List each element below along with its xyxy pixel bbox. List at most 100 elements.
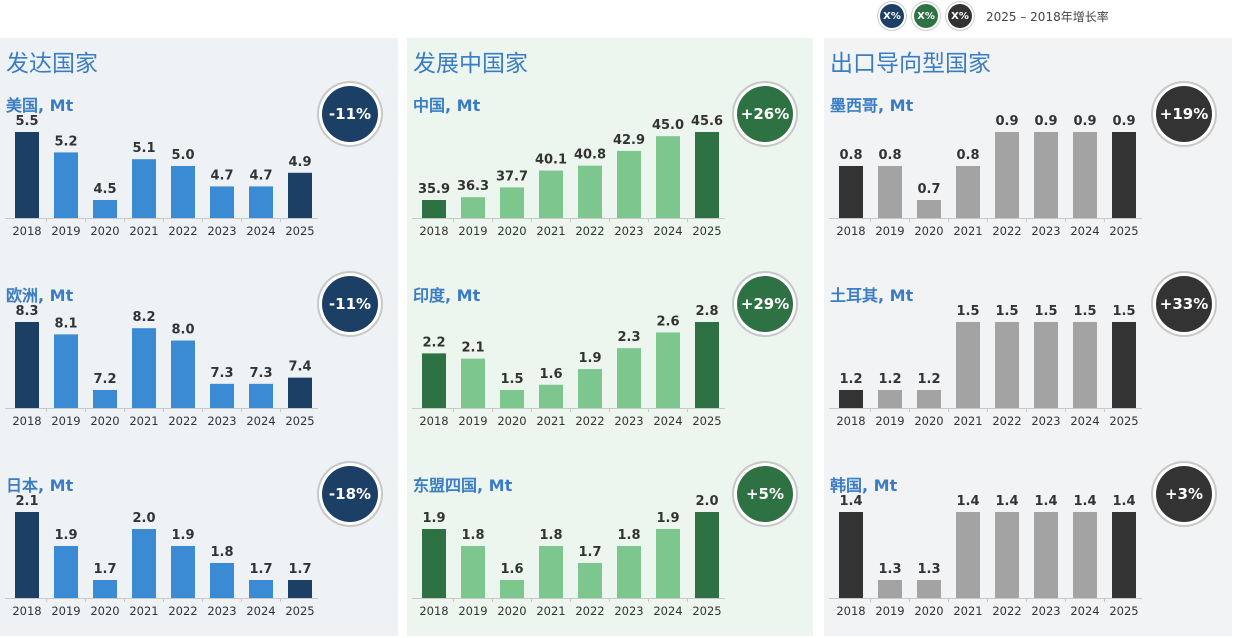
bars-svg: 0.8 2018 0.8 2019 0.7 2020 0.8 2021 0.9 2022 0.9 20…	[829, 114, 1142, 238]
bars-svg: 35.9 2018 36.3 2019 37.7 2020 40.1 2021 40.8 2022…	[412, 114, 725, 238]
bar-2024	[249, 383, 273, 408]
bar-2025	[1112, 512, 1136, 598]
x-tick-label: 2019	[458, 224, 487, 238]
data-label: 1.6	[500, 562, 523, 577]
bar-2024	[249, 580, 273, 598]
bar-2021	[132, 529, 156, 598]
bar-2021	[956, 322, 980, 408]
data-label: 0.7	[917, 182, 940, 197]
chart-title: 欧洲, Mt	[6, 286, 74, 305]
x-tick-label: 2025	[692, 224, 721, 238]
x-tick-label: 2024	[246, 604, 275, 618]
bar-2022	[171, 166, 195, 218]
x-tick-label: 2018	[12, 604, 41, 618]
bar-2024	[1073, 512, 1097, 598]
data-label: 1.8	[210, 545, 233, 560]
bar-2020	[500, 580, 524, 598]
x-tick-label: 2021	[953, 224, 982, 238]
x-tick-label: 2022	[992, 604, 1021, 618]
growth-badge: +5%	[737, 466, 793, 522]
bar-2020	[917, 580, 941, 598]
data-label: 1.2	[878, 372, 901, 387]
data-label: 1.9	[656, 511, 679, 526]
data-label: 1.3	[878, 562, 901, 577]
data-label: 2.1	[15, 494, 38, 509]
x-tick-label: 2019	[51, 224, 80, 238]
x-tick-label: 2019	[875, 604, 904, 618]
bar-2025	[1112, 322, 1136, 408]
x-tick-label: 2018	[12, 414, 41, 428]
bar-2022	[171, 340, 195, 408]
bar-2020	[917, 390, 941, 408]
data-label: 37.7	[496, 169, 528, 184]
bar-2023	[1034, 322, 1058, 408]
bar-2025	[695, 512, 719, 598]
x-tick-label: 2023	[1031, 414, 1060, 428]
bar-2018	[422, 200, 446, 218]
bar-2023	[1034, 512, 1058, 598]
bar-2021	[956, 166, 980, 218]
x-tick-label: 2021	[129, 414, 158, 428]
x-tick-label: 2019	[458, 604, 487, 618]
x-tick-label: 2021	[129, 604, 158, 618]
bar-2022	[578, 165, 602, 218]
data-label: 0.9	[1112, 114, 1135, 129]
x-tick-label: 2023	[1031, 604, 1060, 618]
x-tick-label: 2018	[419, 604, 448, 618]
growth-badge: +29%	[737, 276, 793, 332]
data-label: 5.5	[15, 114, 38, 129]
data-label: 0.8	[839, 148, 862, 163]
bar-2022	[171, 546, 195, 598]
data-label: 1.7	[578, 545, 601, 560]
data-label: 1.5	[1073, 304, 1096, 319]
bar-2022	[995, 132, 1019, 218]
data-label: 0.8	[956, 148, 979, 163]
x-tick-label: 2018	[836, 414, 865, 428]
data-label: 1.5	[956, 304, 979, 319]
x-tick-label: 2024	[653, 224, 682, 238]
bar-chart: 东盟四国, Mt +5% 1.9 2018 1.8 2019 1.6 2020 1.8 2021 1…	[407, 466, 813, 638]
data-label: 1.4	[1112, 494, 1135, 509]
bar-2018	[422, 529, 446, 598]
data-label: 1.4	[1073, 494, 1096, 509]
data-label: 8.0	[171, 323, 194, 338]
data-label: 0.9	[995, 114, 1018, 129]
bar-2025	[695, 132, 719, 218]
data-label: 40.8	[574, 148, 606, 163]
bar-2025	[1112, 132, 1136, 218]
data-label: 2.0	[695, 494, 718, 509]
data-label: 1.2	[839, 372, 862, 387]
x-tick-label: 2021	[536, 414, 565, 428]
data-label: 7.2	[93, 372, 116, 387]
data-label: 1.5	[500, 372, 523, 387]
data-label: 5.0	[171, 148, 194, 163]
data-label: 1.4	[956, 494, 979, 509]
x-tick-label: 2025	[1109, 604, 1138, 618]
bar-2019	[878, 390, 902, 408]
bar-2023	[1034, 132, 1058, 218]
data-label: 1.8	[539, 528, 562, 543]
x-tick-label: 2018	[419, 414, 448, 428]
bar-2024	[1073, 132, 1097, 218]
x-tick-label: 2021	[536, 224, 565, 238]
x-tick-label: 2020	[497, 414, 526, 428]
bars-svg: 2.2 2018 2.1 2019 1.5 2020 1.6 2021 1.9 2022 2.3 20…	[412, 304, 725, 428]
growth-badge: -11%	[322, 276, 378, 332]
bar-2024	[1073, 322, 1097, 408]
bar-2019	[461, 197, 485, 218]
growth-badge: +19%	[1156, 86, 1212, 142]
x-tick-label: 2022	[575, 604, 604, 618]
bar-2019	[461, 546, 485, 598]
x-tick-label: 2022	[575, 224, 604, 238]
growth-badge: +3%	[1156, 466, 1212, 522]
bar-2023	[617, 348, 641, 408]
x-tick-label: 2024	[246, 414, 275, 428]
data-label: 1.6	[539, 367, 562, 382]
data-label: 5.1	[132, 141, 155, 156]
x-tick-label: 2025	[692, 414, 721, 428]
bar-2024	[249, 186, 273, 218]
data-label: 5.2	[54, 134, 77, 149]
x-tick-label: 2024	[653, 414, 682, 428]
data-label: 1.3	[917, 562, 940, 577]
x-tick-label: 2020	[497, 224, 526, 238]
